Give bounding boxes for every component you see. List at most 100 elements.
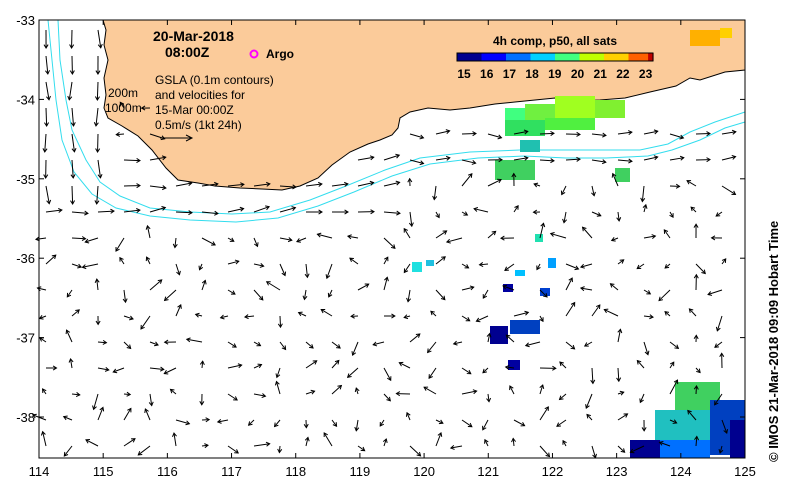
velocity-arrow	[149, 185, 166, 189]
velocity-arrow-head	[145, 256, 151, 262]
velocity-arrow-head	[291, 206, 297, 211]
velocity-arrow-head	[234, 259, 240, 265]
velocity-arrow-head	[560, 190, 566, 196]
velocity-arrow-head	[524, 342, 530, 348]
velocity-arrow-head	[110, 208, 115, 214]
velocity-arrow-head	[281, 345, 287, 351]
velocity-arrow-head	[127, 407, 132, 413]
velocity-arrow-head	[219, 314, 225, 320]
velocity-arrow	[253, 364, 262, 369]
velocity-arrow-head	[350, 313, 355, 319]
velocity-arrow-head	[287, 237, 293, 243]
velocity-arrow	[123, 408, 132, 421]
velocity-arrow	[611, 237, 619, 241]
velocity-arrow-head	[556, 422, 561, 427]
colorbar-swatch	[613, 53, 620, 61]
velocity-arrow-head	[261, 393, 267, 399]
velocity-arrow-head	[198, 265, 204, 271]
velocity-arrow-head	[524, 310, 530, 316]
velocity-arrow	[714, 341, 723, 348]
lat-tick-label: -34	[16, 92, 35, 107]
velocity-arrow-head	[539, 317, 544, 323]
annotation-line-3: 15-Mar 00:00Z	[155, 103, 234, 117]
velocity-arrow	[201, 444, 209, 447]
velocity-arrow	[435, 289, 446, 300]
velocity-arrow	[164, 367, 177, 375]
velocity-arrow-head	[719, 352, 725, 358]
velocity-arrow-head	[552, 365, 557, 371]
velocity-arrow	[82, 263, 99, 268]
colorbar-tick-label: 18	[525, 67, 539, 81]
velocity-arrow-head	[344, 209, 349, 215]
colorbar-tick-label: 20	[571, 67, 585, 81]
velocity-arrow-head	[721, 258, 727, 263]
velocity-arrow	[561, 185, 567, 195]
velocity-arrow-head	[403, 268, 409, 274]
velocity-arrow	[373, 341, 385, 346]
velocity-arrow	[253, 183, 270, 187]
velocity-arrow-head	[706, 131, 711, 137]
velocity-arrow	[347, 367, 359, 378]
velocity-arrow-head	[629, 448, 635, 454]
velocity-arrow-head	[199, 401, 205, 406]
velocity-arrow	[383, 256, 389, 265]
velocity-arrow	[383, 438, 387, 447]
velocity-arrow-head	[94, 278, 100, 283]
velocity-arrow-head	[391, 313, 396, 319]
velocity-arrow	[253, 289, 264, 301]
velocity-arrow-head	[403, 227, 409, 233]
velocity-arrow-head	[469, 285, 475, 291]
velocity-arrow-head	[337, 384, 343, 390]
velocity-arrow	[305, 437, 309, 447]
velocity-arrow	[63, 416, 73, 421]
velocity-arrow-head	[247, 421, 253, 426]
velocity-arrow	[95, 107, 99, 126]
colorbar-swatch	[643, 53, 649, 61]
velocity-arrow	[201, 211, 218, 215]
velocity-arrow-head	[611, 172, 617, 178]
velocity-arrow	[617, 445, 625, 453]
velocity-arrow	[331, 419, 337, 427]
velocity-arrow	[582, 226, 593, 239]
velocity-arrow	[461, 419, 473, 428]
velocity-arrow-head	[550, 158, 555, 164]
velocity-arrow-head	[586, 413, 591, 419]
annotation-line-2: and velocities for	[155, 88, 245, 102]
lon-tick-label: 116	[157, 464, 178, 479]
velocity-arrow-head	[679, 134, 685, 140]
velocity-arrow	[513, 311, 529, 317]
velocity-arrow	[331, 183, 348, 187]
velocity-arrow	[39, 315, 47, 319]
velocity-arrow	[591, 133, 606, 136]
velocity-arrow	[580, 263, 593, 268]
velocity-arrow-head	[38, 315, 44, 320]
velocity-arrow-head	[419, 134, 425, 140]
velocity-arrow-head	[731, 129, 737, 135]
velocity-arrow	[404, 315, 411, 319]
velocity-arrow	[296, 237, 307, 243]
velocity-arrow	[658, 289, 671, 301]
velocity-arrow	[502, 285, 515, 291]
lat-tick-label: -33	[16, 13, 35, 28]
velocity-arrow	[482, 367, 489, 374]
velocity-arrow	[461, 315, 470, 322]
velocity-arrow-head	[334, 359, 340, 365]
velocity-arrow-head	[360, 446, 366, 452]
velocity-arrow	[186, 338, 203, 343]
velocity-arrow	[617, 131, 632, 135]
velocity-arrow	[591, 367, 594, 384]
velocity-arrow-head	[403, 314, 409, 320]
velocity-arrow-head	[43, 174, 49, 179]
velocity-arrow-head	[579, 286, 585, 292]
argo-label: Argo	[266, 47, 294, 61]
velocity-arrow-head	[674, 344, 680, 349]
velocity-arrow	[85, 237, 99, 243]
velocity-arrow-head	[31, 413, 37, 419]
velocity-arrow	[175, 304, 182, 317]
colorbar-swatch	[589, 53, 595, 61]
velocity-arrow	[119, 102, 125, 109]
velocity-arrow-head	[239, 206, 245, 212]
velocity-arrow	[298, 312, 307, 317]
colorbar-tick-label: 15	[457, 67, 471, 81]
